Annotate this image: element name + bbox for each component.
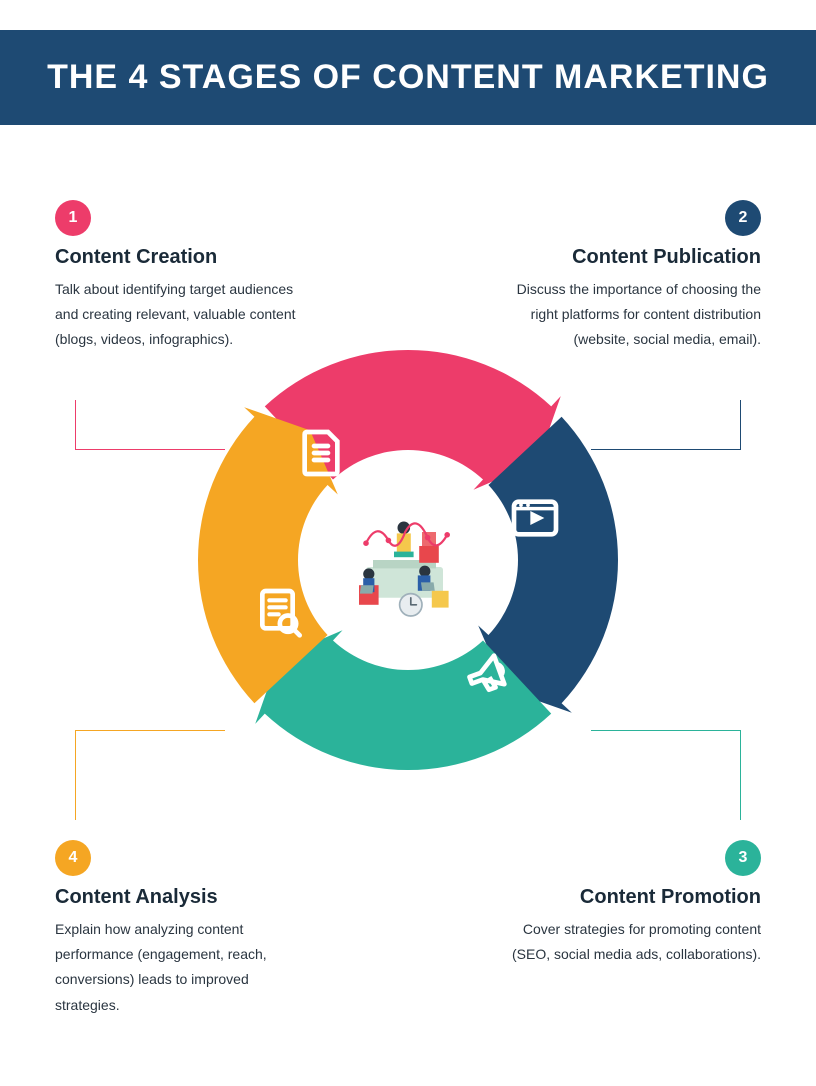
header-banner: THE 4 STAGES OF CONTENT MARKETING <box>0 30 816 125</box>
stage-1-desc: Talk about identifying target audiences … <box>55 277 315 353</box>
stage-3: 3 Content Promotion Cover strategies for… <box>501 840 761 967</box>
stage-2-title: Content Publication <box>501 246 761 269</box>
page-title: THE 4 STAGES OF CONTENT MARKETING <box>0 58 816 97</box>
stage-4-badge: 4 <box>55 840 91 876</box>
stage-1-badge: 1 <box>55 200 91 236</box>
cycle-diagram <box>198 350 618 770</box>
stage-4: 4 Content Analysis Explain how analyzing… <box>55 840 315 1018</box>
stage-4-desc: Explain how analyzing content performanc… <box>55 917 315 1018</box>
analysis-icon <box>253 584 309 640</box>
stage-3-title: Content Promotion <box>501 886 761 909</box>
stage-3-desc: Cover strategies for promoting content (… <box>501 917 761 967</box>
stage-2: 2 Content Publication Discuss the import… <box>501 200 761 353</box>
people-working-icon <box>338 490 478 630</box>
stage-1: 1 Content Creation Talk about identifyin… <box>55 200 315 353</box>
document-icon <box>293 425 349 481</box>
stage-4-title: Content Analysis <box>55 886 315 909</box>
stage-3-badge: 3 <box>725 840 761 876</box>
center-illustration <box>323 475 493 645</box>
stage-2-badge: 2 <box>725 200 761 236</box>
stage-2-desc: Discuss the importance of choosing the r… <box>501 277 761 353</box>
video-icon <box>507 490 563 546</box>
stage-1-title: Content Creation <box>55 246 315 269</box>
